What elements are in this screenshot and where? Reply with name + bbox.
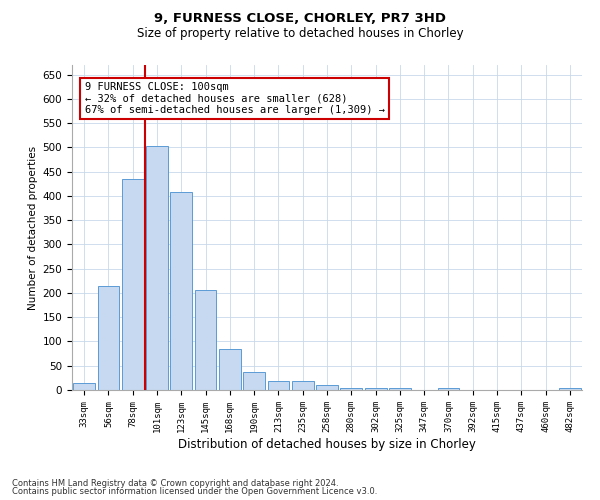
Text: 9 FURNESS CLOSE: 100sqm
← 32% of detached houses are smaller (628)
67% of semi-d: 9 FURNESS CLOSE: 100sqm ← 32% of detache… bbox=[85, 82, 385, 115]
Bar bbox=[268, 382, 289, 390]
Bar bbox=[243, 372, 265, 390]
Bar bbox=[122, 179, 143, 390]
Bar bbox=[389, 388, 411, 390]
Bar bbox=[559, 388, 581, 390]
Bar bbox=[316, 385, 338, 390]
Bar bbox=[437, 388, 460, 390]
Bar bbox=[146, 146, 168, 390]
Bar bbox=[292, 382, 314, 390]
X-axis label: Distribution of detached houses by size in Chorley: Distribution of detached houses by size … bbox=[178, 438, 476, 450]
Bar bbox=[97, 286, 119, 390]
Y-axis label: Number of detached properties: Number of detached properties bbox=[28, 146, 38, 310]
Text: Size of property relative to detached houses in Chorley: Size of property relative to detached ho… bbox=[137, 28, 463, 40]
Text: Contains HM Land Registry data © Crown copyright and database right 2024.: Contains HM Land Registry data © Crown c… bbox=[12, 478, 338, 488]
Bar bbox=[73, 382, 95, 390]
Bar bbox=[194, 290, 217, 390]
Bar bbox=[170, 192, 192, 390]
Bar bbox=[219, 349, 241, 390]
Text: Contains public sector information licensed under the Open Government Licence v3: Contains public sector information licen… bbox=[12, 487, 377, 496]
Text: 9, FURNESS CLOSE, CHORLEY, PR7 3HD: 9, FURNESS CLOSE, CHORLEY, PR7 3HD bbox=[154, 12, 446, 26]
Bar bbox=[365, 388, 386, 390]
Bar bbox=[340, 388, 362, 390]
